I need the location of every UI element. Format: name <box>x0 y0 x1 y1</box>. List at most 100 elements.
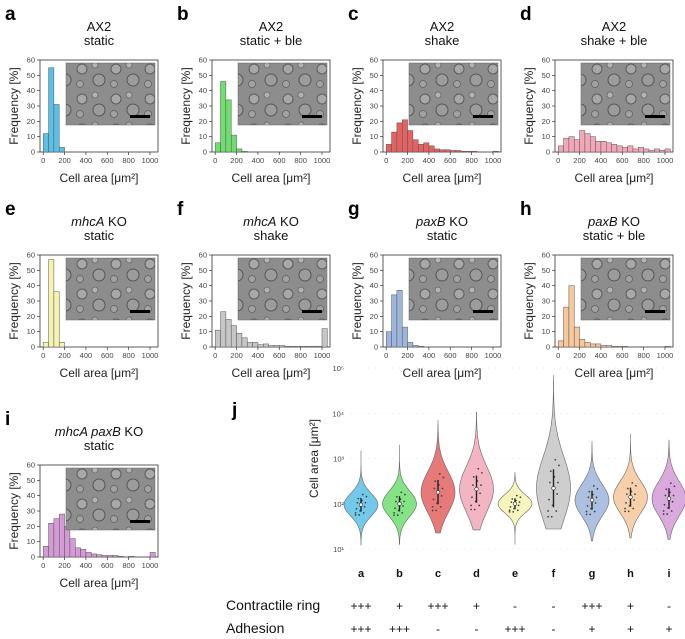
histogram-bar <box>241 337 248 348</box>
y-tick-label: 20 <box>27 117 35 126</box>
histogram-bar <box>568 136 575 153</box>
x-tick-label: 800 <box>637 351 650 360</box>
histogram-bar <box>573 139 580 153</box>
x-tick-label: 600 <box>101 561 114 570</box>
violin-datapoint <box>472 484 474 486</box>
y-tick-label: 40 <box>27 86 35 95</box>
histogram-bar <box>48 259 55 348</box>
panel-letter: i <box>5 409 10 430</box>
histogram-bar <box>53 291 60 348</box>
histogram-bar <box>664 148 671 153</box>
row-value: + <box>627 599 634 613</box>
violin-y-tick-label: 10³ <box>333 455 344 464</box>
violin-datapoint <box>631 481 634 484</box>
violin-datapoint <box>441 487 444 490</box>
x-tick-label: 600 <box>273 351 286 360</box>
histogram-bar <box>638 147 644 153</box>
y-tick-label: 10 <box>199 327 207 336</box>
violin-datapoint <box>403 500 405 503</box>
y-tick-label: 40 <box>542 281 550 290</box>
histogram-bar <box>48 523 55 558</box>
histogram-bar <box>117 555 124 558</box>
histogram-bar <box>230 134 237 153</box>
histogram-bar <box>69 538 76 558</box>
panel-title-rest: KO <box>276 214 298 229</box>
histogram-bar <box>107 555 113 558</box>
histogram-bar <box>579 130 586 153</box>
violin-datapoint <box>518 501 521 504</box>
violin-datapoint <box>666 513 669 515</box>
violin-datapoint <box>395 496 398 498</box>
x-tick-label: 200 <box>58 156 71 165</box>
y-tick-label: 20 <box>199 312 207 321</box>
y-tick-label: 30 <box>199 102 207 111</box>
violin-datapoint <box>363 505 366 508</box>
violin-datapoint <box>663 503 666 506</box>
x-tick-label: 200 <box>58 561 71 570</box>
histogram-bar <box>563 137 570 153</box>
violin-datapoint <box>400 491 403 494</box>
violin-datapoint <box>548 498 550 501</box>
histogram-bar <box>632 148 639 153</box>
violin-datapoint <box>556 493 558 495</box>
y-axis-label: Frequency [%] <box>350 262 364 339</box>
histogram-bar <box>595 141 602 153</box>
violin-datapoint <box>432 498 435 501</box>
x-tick-label: 800 <box>465 351 478 360</box>
histogram-bar <box>589 136 596 153</box>
y-tick-label: 0 <box>203 148 207 157</box>
violin-y-axis-label: Cell area [μm²] <box>307 419 321 498</box>
violin-datapoint <box>481 471 483 474</box>
histogram-bar <box>606 345 612 348</box>
panel-title-line1: paxB KO <box>415 214 468 229</box>
x-tick-label: 400 <box>252 156 265 165</box>
row-value: - <box>552 599 556 613</box>
x-tick-label: 400 <box>80 156 93 165</box>
x-tick-label: 1000 <box>485 156 502 165</box>
y-tick-label: 60 <box>370 56 378 65</box>
histogram-bar <box>385 331 392 348</box>
violin-datapoint <box>515 494 518 497</box>
panel-title-line2: static <box>84 228 115 243</box>
y-tick-label: 50 <box>542 71 550 80</box>
y-axis-label: Frequency [%] <box>7 67 21 144</box>
scale-bar <box>645 310 665 313</box>
panel-letter: a <box>5 4 16 25</box>
micrograph-inset <box>408 62 499 126</box>
x-tick-label: 0 <box>41 156 45 165</box>
violin-datapoint <box>473 508 476 511</box>
histogram-bar <box>58 513 65 558</box>
histogram-bar <box>225 319 232 348</box>
x-tick-label: 1000 <box>142 351 159 360</box>
histogram-bar <box>600 141 607 153</box>
panel-title-line2: static + ble <box>240 33 303 48</box>
micrograph-inset <box>65 62 156 126</box>
row-value: + <box>396 599 403 613</box>
x-tick-label: 0 <box>384 156 388 165</box>
violin-datapoint <box>395 500 397 503</box>
y-tick-label: 10 <box>27 132 35 141</box>
violin-datapoint <box>585 513 588 516</box>
x-tick-label: 200 <box>230 351 243 360</box>
violin-datapoint <box>557 481 559 484</box>
violin-datapoint <box>671 500 674 503</box>
violin-y-tick-label: 10² <box>333 500 344 509</box>
histogram-bar <box>391 131 398 153</box>
histogram-bar <box>64 526 71 558</box>
violin-datapoint <box>439 505 442 508</box>
x-tick-label: 600 <box>616 351 629 360</box>
x-tick-label: 800 <box>294 351 307 360</box>
y-tick-label: 20 <box>27 312 35 321</box>
histogram-bar <box>412 139 419 153</box>
panel-title-italic: mhcA <box>71 214 104 229</box>
row-value: +++ <box>504 622 525 634</box>
violin-datapoint <box>434 480 437 483</box>
histogram-bar <box>101 555 108 558</box>
violin-datapoint <box>669 482 672 485</box>
x-tick-label: 800 <box>122 351 135 360</box>
panel-title-line2: shake <box>425 33 460 48</box>
panel-title-rest: KO <box>618 214 640 229</box>
y-tick-label: 10 <box>542 327 550 336</box>
histogram-bar <box>236 148 243 153</box>
y-axis-label: Frequency [%] <box>350 67 364 144</box>
